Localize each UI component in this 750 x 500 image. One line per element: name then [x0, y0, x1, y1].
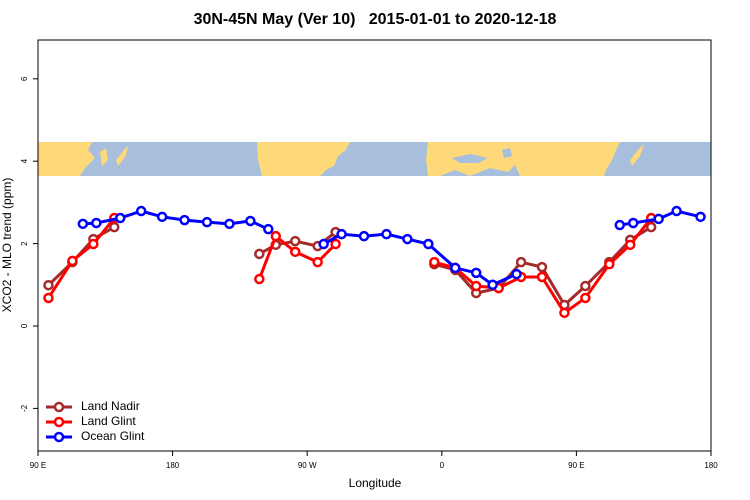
point	[381, 228, 392, 240]
x-tick-label: 90 W	[298, 461, 317, 470]
point	[318, 238, 329, 250]
point	[115, 212, 126, 224]
point	[263, 223, 274, 235]
legend-label: Ocean Glint	[81, 429, 145, 443]
x-tick-label: 0	[440, 461, 445, 470]
y-tick-label: 2	[20, 241, 29, 246]
point	[289, 246, 301, 258]
point	[511, 268, 522, 280]
y-tick-label: 6	[20, 76, 29, 81]
point	[470, 280, 482, 292]
point	[312, 256, 323, 268]
point	[135, 205, 147, 217]
point	[470, 267, 482, 279]
point	[429, 256, 440, 268]
plot-frame	[37, 39, 712, 452]
point	[43, 279, 54, 291]
point	[224, 218, 235, 230]
point	[536, 261, 548, 273]
chart-title: 30N-45N May (Ver 10) 2015-01-01 to 2020-…	[194, 11, 557, 28]
point	[559, 307, 570, 319]
y-tick-label: -2	[20, 404, 29, 412]
map-strip	[38, 142, 711, 176]
point	[156, 211, 168, 223]
legend-marker	[53, 416, 65, 428]
y-tick-label: 4	[20, 158, 29, 163]
point	[580, 280, 591, 292]
series-line	[47, 225, 652, 308]
point	[358, 230, 370, 242]
point	[330, 238, 341, 250]
legend-marker	[53, 431, 65, 443]
point	[254, 248, 265, 260]
point	[536, 271, 548, 283]
series-line	[82, 209, 701, 287]
point	[336, 228, 347, 240]
x-tick-label: 90 E	[30, 461, 46, 470]
legend-label: Land Nadir	[81, 399, 140, 413]
legend-label: Land Glint	[81, 414, 136, 428]
point	[423, 238, 434, 250]
point	[671, 205, 682, 217]
point	[487, 279, 498, 291]
point	[245, 215, 256, 227]
point	[289, 235, 301, 247]
x-tick-label: 180	[704, 461, 718, 470]
point	[201, 216, 213, 228]
point	[179, 214, 190, 226]
x-axis-label: Longitude	[349, 476, 402, 490]
legend-marker	[53, 401, 65, 413]
y-axis-label: XCO2 - MLO trend (ppm)	[0, 178, 14, 313]
point	[580, 292, 591, 304]
point	[450, 262, 461, 274]
point	[43, 292, 54, 304]
point	[254, 273, 265, 285]
point	[624, 239, 636, 251]
point	[67, 255, 78, 267]
point	[270, 230, 282, 242]
x-tick-label: 180	[166, 461, 180, 470]
point	[604, 258, 615, 270]
point	[109, 221, 120, 233]
x-tick-label: 90 E	[568, 461, 584, 470]
point	[614, 219, 626, 231]
point	[88, 238, 99, 250]
point	[77, 218, 89, 230]
point	[627, 217, 639, 229]
point	[695, 211, 706, 223]
y-tick-label: 0	[20, 323, 29, 328]
point	[91, 217, 102, 229]
point	[653, 213, 664, 225]
point	[402, 233, 413, 245]
point	[645, 221, 657, 233]
point	[515, 256, 527, 268]
